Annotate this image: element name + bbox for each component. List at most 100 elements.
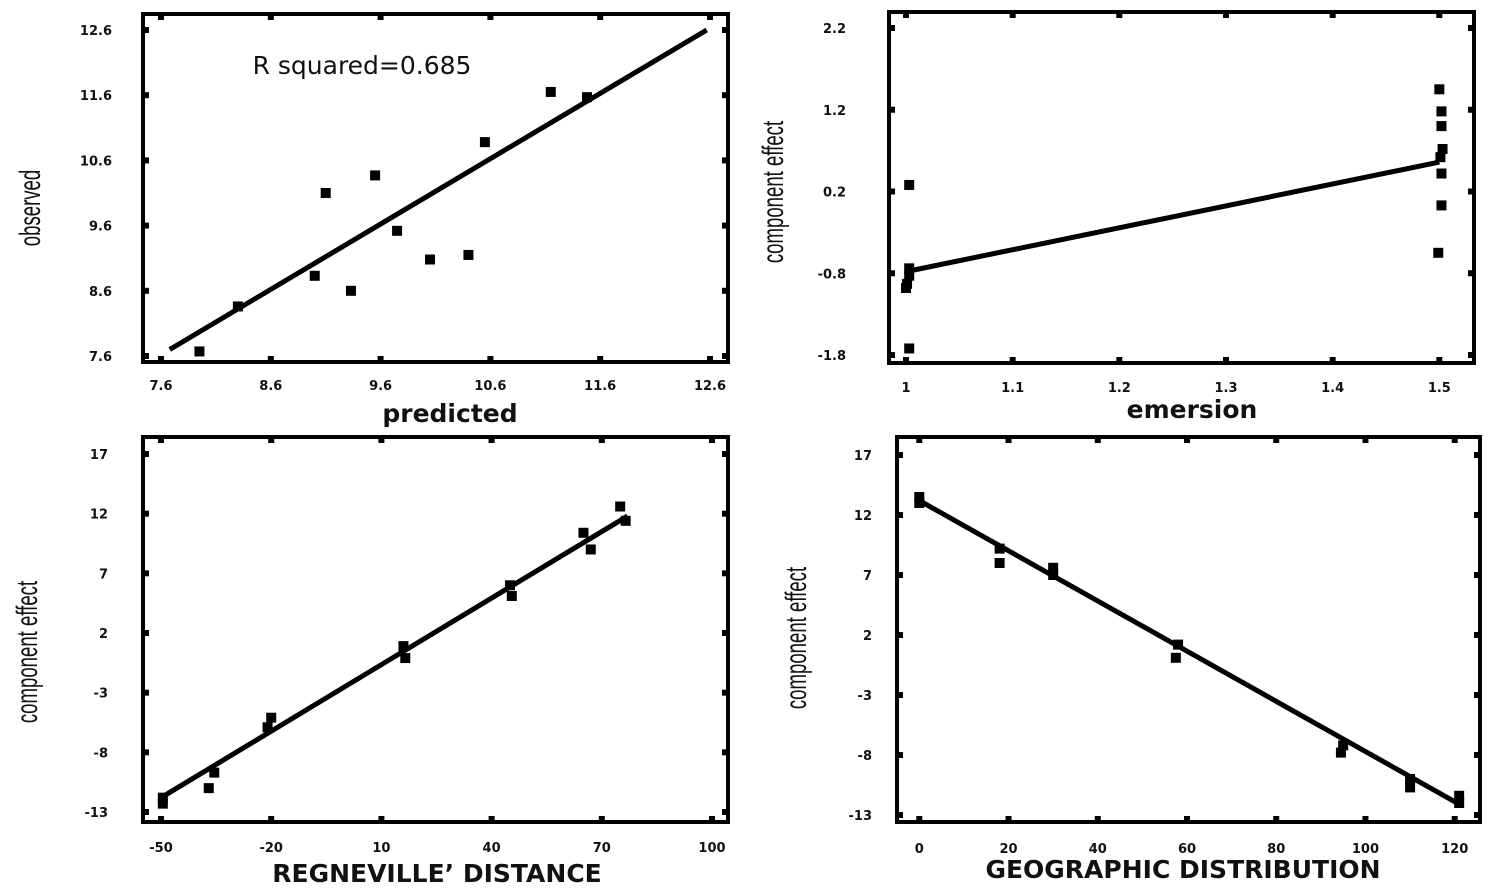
y-tick-mark: [142, 222, 149, 229]
data-point: [994, 543, 1005, 554]
y-tick-mark: [1468, 352, 1475, 358]
plot-frame: [141, 435, 730, 824]
chart-panel-2: -1.8 -0.8 0.2 1.2 2.2 1 1.1 1.2 1.3 1.4 1.5 emersio…: [757, 10, 1476, 424]
data-point: [582, 92, 593, 103]
y-tick-mark: [1474, 752, 1481, 758]
x-tick-mark: [1223, 357, 1229, 364]
y-tick-mark: [142, 809, 149, 815]
data-point: [203, 783, 214, 794]
y-tick-mark: [722, 451, 729, 457]
x-tick-mark: [1329, 11, 1336, 18]
y-tick-mark: [142, 510, 149, 517]
y-tick-label: 7: [863, 569, 872, 584]
x-tick-mark: [1005, 436, 1012, 443]
y-tick-label: 2: [99, 627, 108, 642]
data-point: [914, 492, 925, 502]
x-tick-mark: [267, 356, 274, 363]
data-point: [157, 798, 168, 809]
chart-panel-4: -13 -8 -3 2 7 12 17 0 20 40 60 80 100 120 GEOGRAPHIC D…: [780, 435, 1482, 884]
y-tick-label: 2: [863, 629, 872, 644]
x-tick-label: 1.4: [1321, 381, 1344, 396]
data-point: [266, 712, 277, 723]
data-point: [320, 188, 331, 198]
y-axis-label: observed: [14, 170, 48, 246]
x-tick-label: 1.3: [1214, 381, 1237, 396]
x-tick-mark: [1116, 11, 1123, 18]
x-tick-mark: [268, 816, 275, 823]
data-point: [904, 179, 915, 190]
x-tick-mark: [267, 13, 274, 20]
y-tick-mark: [896, 752, 903, 758]
y-tick-mark: [722, 809, 729, 815]
y-tick-mark: [142, 287, 149, 294]
y-tick-mark: [1474, 632, 1481, 638]
data-point: [232, 301, 243, 312]
data-point: [506, 591, 517, 602]
y-tick-label: -3: [94, 687, 108, 702]
x-tick-label: 7.6: [149, 379, 172, 394]
y-axis-label: component effect: [757, 121, 791, 263]
y-tick-label: 17: [90, 448, 108, 463]
x-tick-mark: [487, 356, 494, 363]
data-point: [585, 544, 596, 555]
x-tick-label: 1.1: [1001, 381, 1024, 396]
y-tick-mark: [142, 157, 149, 164]
data-point: [994, 558, 1005, 568]
data-point: [209, 767, 220, 778]
data-point: [1434, 84, 1445, 95]
x-tick-label: 8.6: [259, 379, 282, 394]
x-tick-mark: [158, 356, 164, 363]
x-tick-mark: [1184, 816, 1190, 823]
r-squared-annotation: R squared=0.685: [253, 51, 472, 80]
data-point: [1435, 152, 1446, 163]
data-point: [1405, 782, 1416, 793]
x-tick-mark: [158, 816, 164, 823]
y-tick-label: -3: [858, 689, 872, 704]
x-tick-mark: [1362, 816, 1369, 823]
x-tick-label: 80: [1267, 842, 1285, 857]
data-point: [157, 792, 168, 803]
data-point: [345, 285, 356, 296]
x-tick-label: 12.6: [694, 379, 726, 394]
y-tick-mark: [722, 27, 729, 33]
x-tick-label: 100: [1352, 842, 1379, 857]
y-tick-mark: [142, 630, 149, 636]
x-tick-mark: [598, 436, 605, 443]
x-axis-label: predicted: [382, 399, 517, 428]
x-axis-label: emersion: [1127, 395, 1258, 424]
x-tick-label: 40: [1089, 842, 1107, 857]
x-tick-mark: [709, 436, 715, 443]
x-tick-mark: [707, 356, 713, 363]
x-tick-label: -20: [259, 841, 283, 856]
regression-line: [905, 159, 1440, 275]
y-tick-label: 1.2: [823, 104, 846, 119]
y-tick-mark: [888, 270, 895, 277]
x-axis-label: REGNEVILLE’ DISTANCE: [272, 859, 602, 888]
data-point: [504, 580, 515, 591]
y-tick-mark: [722, 157, 729, 164]
data-point: [914, 498, 925, 508]
data-point: [398, 641, 409, 652]
y-tick-label: -13: [85, 806, 109, 821]
x-tick-mark: [903, 11, 909, 18]
x-tick-mark: [1362, 436, 1369, 443]
y-tick-mark: [896, 812, 903, 818]
data-point: [463, 249, 474, 260]
y-tick-mark: [142, 689, 149, 696]
y-tick-label: 0.2: [823, 186, 846, 201]
data-point: [1433, 247, 1444, 258]
regression-line: [159, 513, 629, 800]
data-point: [425, 254, 436, 265]
x-tick-mark: [158, 436, 164, 443]
y-tick-label: -13: [849, 809, 873, 824]
x-tick-mark: [488, 436, 495, 443]
x-tick-mark: [378, 816, 385, 823]
y-tick-mark: [896, 692, 903, 698]
data-point: [1338, 740, 1349, 751]
x-tick-mark: [377, 356, 384, 363]
y-tick-mark: [1474, 512, 1481, 518]
y-tick-mark: [722, 287, 729, 294]
data-point: [1170, 652, 1181, 663]
x-tick-mark: [1184, 436, 1190, 443]
y-tick-mark: [1474, 452, 1481, 458]
